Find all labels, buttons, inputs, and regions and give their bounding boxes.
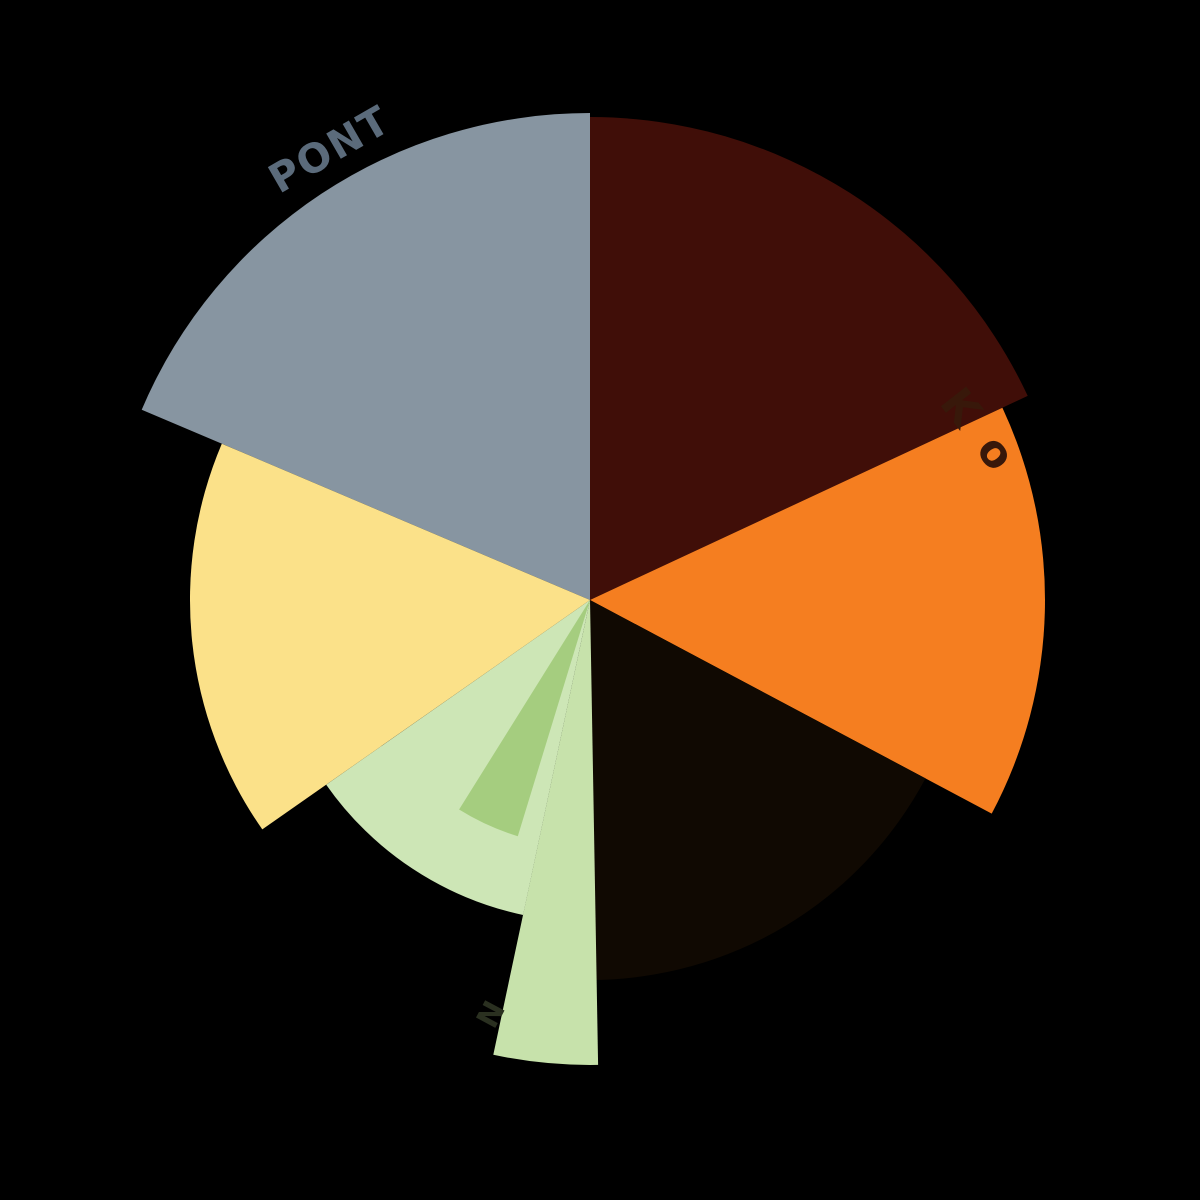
wheel-segment-light-green-narrow xyxy=(493,600,599,1065)
wheel-segment-orange xyxy=(590,407,1045,814)
wheel-segment-shadow-lower-right xyxy=(590,600,926,980)
wheel-segment-yellow xyxy=(189,443,590,830)
wheel-segment-dark-maroon xyxy=(590,117,1028,600)
wheel-segment-light-green-wide xyxy=(326,600,590,915)
wheel-segment-slate-gray xyxy=(141,113,590,600)
wheel-segment-green-accent xyxy=(459,600,590,837)
